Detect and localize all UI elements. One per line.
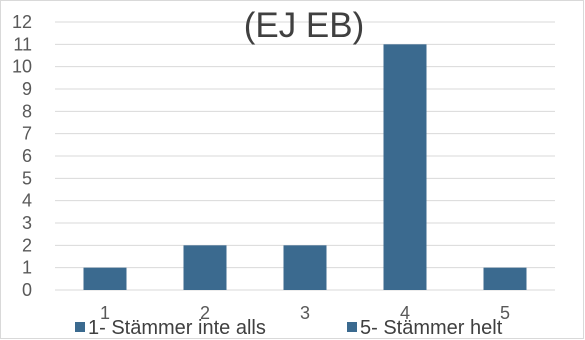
x-tick-label: 3 (300, 303, 310, 323)
x-tick-label: 4 (400, 303, 410, 323)
bar-4 (383, 44, 427, 291)
bar-1 (83, 267, 127, 290)
gridlines (55, 21, 555, 291)
legend-label-2: 5- Stämmer helt (360, 317, 503, 339)
x-axis-ticks: 1 2 3 4 5 (100, 303, 510, 323)
y-tick-label: 2 (22, 235, 32, 255)
legend: 1- Stämmer inte alls 5- Stämmer helt (75, 317, 503, 339)
bar-2 (183, 245, 227, 290)
y-tick-label: 6 (22, 146, 32, 166)
y-tick-label: 12 (12, 12, 32, 32)
y-tick-label: 3 (22, 213, 32, 233)
y-tick-label: 7 (22, 124, 32, 144)
x-tick-label: 2 (200, 303, 210, 323)
bar-5 (483, 267, 527, 290)
y-tick-label: 11 (13, 34, 32, 54)
chart-title: (EJ EB) (244, 6, 365, 45)
x-tick-label: 1 (100, 303, 110, 323)
legend-swatch-1 (75, 322, 85, 332)
y-tick-label: 9 (22, 79, 32, 99)
y-tick-label: 5 (22, 168, 32, 188)
y-tick-label: 8 (22, 101, 32, 121)
y-tick-label: 1 (22, 258, 32, 278)
legend-swatch-2 (347, 322, 357, 332)
y-tick-label: 0 (22, 280, 32, 300)
legend-label-1: 1- Stämmer inte alls (88, 317, 266, 339)
y-tick-label: 4 (22, 191, 32, 211)
bar-3 (283, 245, 327, 290)
x-tick-label: 5 (500, 303, 510, 323)
bars (83, 44, 527, 291)
y-tick-label: 10 (12, 57, 32, 77)
